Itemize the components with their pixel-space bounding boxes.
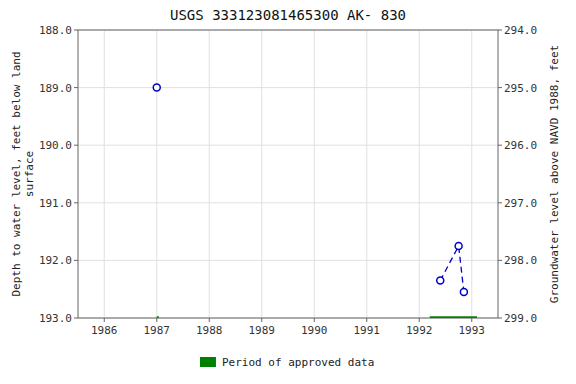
x-tick bbox=[471, 318, 472, 322]
grid-line-y bbox=[78, 87, 498, 88]
chart: 1986 1987 1988 1989 1990 1991 1992 1993 188.0 189… bbox=[0, 0, 576, 384]
plot-frame bbox=[78, 30, 498, 318]
legend: Period of approved data bbox=[200, 356, 374, 369]
y-tick-label: 191.0 bbox=[39, 197, 72, 210]
y2-tick bbox=[498, 30, 502, 31]
y2-tick-label: 294.0 bbox=[504, 24, 537, 37]
y-tick-label: 193.0 bbox=[39, 312, 72, 325]
water-level-point bbox=[460, 289, 467, 296]
y-tick-label: 189.0 bbox=[39, 82, 72, 95]
y-tick bbox=[74, 260, 78, 261]
y-tick bbox=[74, 87, 78, 88]
approved-period-bar bbox=[157, 316, 159, 318]
x-tick bbox=[314, 318, 315, 322]
x-tick bbox=[104, 318, 105, 322]
y-tick-label: 190.0 bbox=[39, 139, 72, 152]
y-axis-label-line: Depth to water level, feet below land bbox=[10, 51, 23, 296]
y2-tick-label: 296.0 bbox=[504, 139, 537, 152]
legend-swatch bbox=[200, 357, 216, 367]
water-level-point bbox=[153, 84, 160, 91]
y2-tick-label: 298.0 bbox=[504, 254, 537, 267]
water-level-point bbox=[437, 277, 444, 284]
x-tick-label: 1992 bbox=[406, 324, 433, 337]
y2-tick bbox=[498, 260, 502, 261]
x-tick-label: 1986 bbox=[91, 324, 118, 337]
grid-line-y bbox=[78, 260, 498, 261]
legend-label: Period of approved data bbox=[222, 356, 374, 369]
x-tick-label: 1987 bbox=[144, 324, 171, 337]
axes: 1986 1987 1988 1989 1990 1991 1992 1993 188.0 189… bbox=[39, 24, 537, 337]
grid-line-x bbox=[104, 30, 105, 318]
x-tick-label: 1988 bbox=[196, 324, 223, 337]
title: USGS 333123081465300 AK- 830 bbox=[170, 7, 406, 23]
water-level-point bbox=[455, 243, 462, 250]
grid-line-y bbox=[78, 202, 498, 203]
x-tick bbox=[419, 318, 420, 322]
grid bbox=[78, 30, 498, 318]
x-tick-label: 1990 bbox=[301, 324, 328, 337]
grid-line-x bbox=[471, 30, 472, 318]
x-tick-label: 1993 bbox=[459, 324, 486, 337]
y2-tick-label: 295.0 bbox=[504, 82, 537, 95]
approved-period-bar bbox=[430, 316, 477, 318]
y2-axis-label: Groundwater level above NAVD 1988, feet bbox=[548, 45, 561, 303]
grid-line-x bbox=[366, 30, 367, 318]
plot-area bbox=[153, 84, 477, 318]
x-tick bbox=[156, 318, 157, 322]
grid-line-x bbox=[209, 30, 210, 318]
y-tick-label: 188.0 bbox=[39, 24, 72, 37]
grid-line-x bbox=[314, 30, 315, 318]
y-axis-label: Depth to water level, feet below landsur… bbox=[10, 51, 36, 296]
y-tick bbox=[74, 145, 78, 146]
y2-tick-label: 299.0 bbox=[504, 312, 537, 325]
grid-line-y bbox=[78, 145, 498, 146]
x-tick bbox=[366, 318, 367, 322]
x-tick-label: 1991 bbox=[354, 324, 381, 337]
x-tick bbox=[209, 318, 210, 322]
water-level-line bbox=[440, 246, 464, 292]
y-tick bbox=[74, 30, 78, 31]
y2-tick bbox=[498, 145, 502, 146]
y2-tick bbox=[498, 318, 502, 319]
y-tick bbox=[74, 202, 78, 203]
y2-tick bbox=[498, 202, 502, 203]
y-tick-label: 192.0 bbox=[39, 254, 72, 267]
grid-line-x bbox=[261, 30, 262, 318]
y2-tick-label: 297.0 bbox=[504, 197, 537, 210]
grid-line-x bbox=[419, 30, 420, 318]
background bbox=[0, 0, 576, 384]
y2-tick bbox=[498, 87, 502, 88]
grid-line-x bbox=[156, 30, 157, 318]
y-tick bbox=[74, 318, 78, 319]
y-axis-label-line: surface bbox=[23, 151, 36, 197]
x-tick-label: 1989 bbox=[249, 324, 276, 337]
x-tick bbox=[261, 318, 262, 322]
